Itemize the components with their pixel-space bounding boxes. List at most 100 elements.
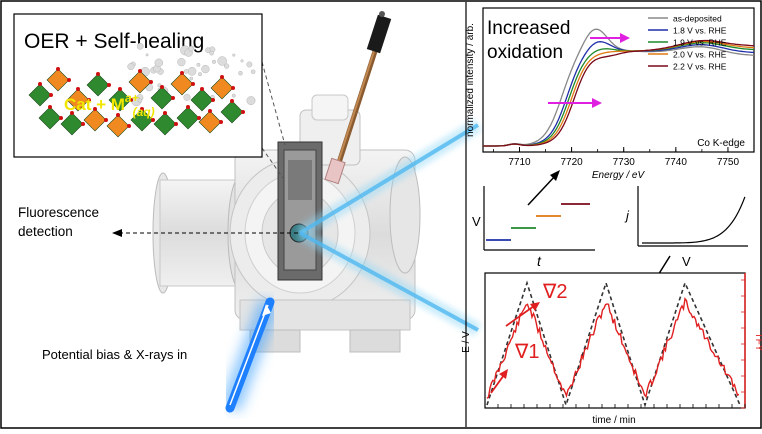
oxygen-atom: [140, 107, 144, 111]
oxygen-atom: [231, 86, 235, 90]
legend-label: 2.0 V vs. RHE: [673, 50, 727, 60]
octahedron: [106, 114, 130, 138]
octahedron: [190, 88, 214, 112]
oxygen-atom: [219, 120, 223, 124]
bubble: [188, 46, 194, 52]
oxygen-atom: [104, 118, 108, 122]
tfy-y2label: TFY: [753, 333, 762, 352]
bias-label: Potential bias & X-rays in: [42, 347, 187, 362]
oxygen-atom: [48, 105, 52, 109]
tfy-ylabel: E / V: [461, 331, 472, 353]
fluorescence-arrowhead: [112, 229, 122, 237]
xanes-curves: [483, 28, 755, 147]
oxygen-atom: [81, 122, 85, 126]
oxygen-atom: [149, 80, 153, 84]
bubble: [145, 53, 149, 57]
inset-connector: [261, 61, 286, 146]
fluorescence-label-line1: Fluorescence: [18, 205, 99, 220]
tfy-ticks: [484, 279, 746, 409]
oxidation-arrowhead: [620, 33, 630, 43]
bubble: [183, 69, 189, 74]
oxygen-atom: [76, 87, 80, 91]
annotation-line2: oxidation: [487, 42, 563, 63]
bubble: [250, 69, 256, 74]
bubble: [232, 53, 236, 57]
oxygen-atom: [180, 71, 184, 75]
xanes-ticks: 7710 7720 7730 7740 7750: [493, 147, 755, 168]
oxygen-atom: [116, 113, 120, 117]
bubble: [238, 70, 243, 76]
xanes-curve: [483, 39, 755, 147]
xanes-tick-label: 7750: [717, 157, 740, 168]
inset-connector: [261, 147, 284, 179]
oxygen-atom: [241, 110, 245, 114]
bubble: [137, 98, 143, 103]
bubble: [201, 64, 210, 74]
xanes-tick-label: 7730: [613, 157, 636, 168]
link-arrowhead: [550, 170, 560, 181]
bubble: [211, 59, 217, 64]
xanes-legend: as-deposited 1.8 V vs. RHE 1.9 V vs. RHE 2.…: [648, 14, 727, 72]
oxygen-atom: [197, 116, 201, 120]
link-arrow: [527, 174, 557, 206]
octahedron: [210, 76, 234, 100]
current-voltage-panel: j V: [624, 186, 748, 269]
oxygen-atom: [107, 83, 111, 87]
oxygen-atom: [211, 98, 215, 102]
octahedron: [108, 88, 132, 112]
xanes-tick-label: 7710: [508, 157, 531, 168]
legend-label: 1.8 V vs. RHE: [673, 26, 727, 36]
oxygen-atom: [70, 111, 74, 115]
grad1-arrowhead: [499, 369, 508, 379]
xanes-tick-label: 7740: [665, 157, 688, 168]
oxygen-atom: [38, 82, 42, 86]
edge-shift-arrowhead: [592, 98, 602, 108]
oxygen-atom: [127, 124, 131, 128]
annotation-line1: Increased: [487, 18, 570, 39]
xanes-ylabel: normalized intensity / arb.: [465, 23, 476, 137]
octahedron: [150, 86, 174, 110]
formula: Cat + Ma+ (aq): [64, 91, 155, 119]
grad2-arrow: [505, 305, 535, 327]
oxygen-atom: [191, 82, 195, 86]
bubble: [246, 61, 253, 68]
octahedron: [220, 100, 244, 124]
octahedron: [83, 108, 107, 132]
oxygen-atom: [129, 98, 133, 102]
bubble: [231, 93, 236, 98]
formula-superscript: a+: [125, 91, 139, 105]
electrochemical-cell: [152, 11, 421, 353]
oxygen-atom: [138, 69, 142, 73]
xanes-panel: 7710 7720 7730 7740 7750 Increased oxidation…: [465, 7, 755, 181]
oxygen-atom: [220, 75, 224, 79]
legend-label: 2.2 V vs. RHE: [673, 62, 727, 72]
fluorescence-label-line2: detection: [18, 224, 73, 239]
oxygen-atom: [208, 109, 212, 113]
grad1-arrow: [490, 374, 505, 394]
bubble: [177, 57, 186, 67]
octahedron: [28, 83, 52, 107]
bubble: [197, 72, 203, 77]
octahedron: [130, 108, 154, 132]
potential-steps-panel: V t: [472, 186, 595, 269]
octahedron: [60, 112, 84, 136]
bubble: [189, 76, 194, 81]
bubble: [240, 59, 244, 63]
oxygen-atom: [163, 111, 167, 115]
octahedron: [153, 112, 177, 136]
oxygen-atom: [118, 87, 122, 91]
bubble: [196, 62, 201, 67]
oxygen-atom: [96, 72, 100, 76]
octahedron: [46, 68, 70, 92]
tfy-xlabel: time / min: [592, 415, 635, 426]
oxygen-atom: [49, 93, 53, 97]
oxygen-atom: [230, 99, 234, 103]
bubble: [246, 96, 256, 106]
grad2-arrowhead: [530, 302, 540, 311]
bubble: [223, 63, 230, 69]
oxygen-atom: [171, 96, 175, 100]
oxygen-atom: [151, 118, 155, 122]
bubble: [183, 93, 191, 101]
xanes-xlabel: Energy / eV: [592, 170, 646, 181]
bubble: [217, 56, 227, 66]
